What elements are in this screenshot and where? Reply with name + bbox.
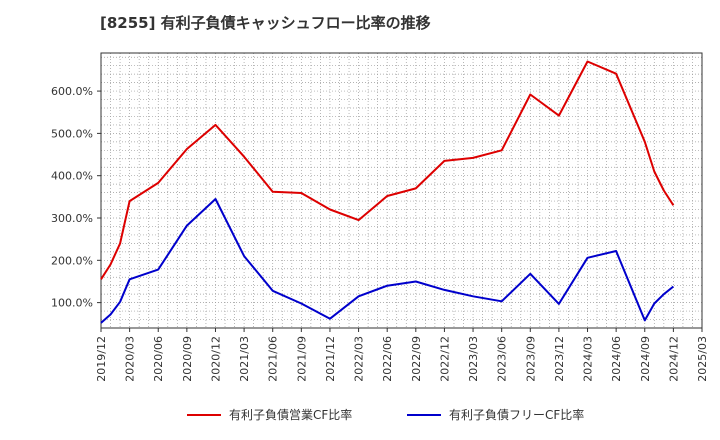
y-tick-label: 100.0%	[51, 297, 93, 310]
legend-label: 有利子負債営業CF比率	[229, 407, 352, 422]
x-tick-label: 2021/09	[295, 336, 308, 382]
plot-area	[101, 53, 702, 328]
x-tick-label: 2023/03	[467, 336, 480, 382]
y-tick-label: 400.0%	[51, 170, 93, 183]
x-tick-label: 2022/03	[353, 336, 366, 382]
y-tick-label: 200.0%	[51, 254, 93, 267]
x-tick-label: 2024/03	[582, 336, 595, 382]
x-tick-label: 2021/12	[324, 336, 337, 382]
x-tick-label: 2024/09	[639, 336, 652, 382]
series-line	[100, 60, 675, 280]
x-tick-label: 2020/06	[152, 336, 165, 382]
legend-label: 有利子負債フリーCF比率	[449, 407, 584, 422]
y-tick-label: 600.0%	[51, 85, 93, 98]
x-tick-label: 2025/03	[696, 336, 709, 382]
x-tick-label: 2024/12	[667, 336, 680, 382]
series-line	[100, 198, 675, 324]
x-tick-label: 2023/06	[496, 336, 509, 382]
x-tick-label: 2019/12	[95, 336, 108, 382]
x-tick-label: 2022/06	[381, 336, 394, 382]
x-tick-label: 2021/06	[267, 336, 280, 382]
x-tick-label: 2020/09	[181, 336, 194, 382]
chart-title: [8255] 有利子負債キャッシュフロー比率の推移	[100, 14, 431, 32]
x-tick-label: 2024/06	[610, 336, 623, 382]
x-tick-label: 2020/03	[124, 336, 137, 382]
y-tick-label: 500.0%	[51, 127, 93, 140]
y-tick-label: 300.0%	[51, 212, 93, 225]
x-tick-label: 2022/12	[438, 336, 451, 382]
x-tick-label: 2022/09	[410, 336, 423, 382]
plot-frame	[100, 52, 703, 329]
x-tick-label: 2020/12	[209, 336, 222, 382]
x-tick-label: 2023/12	[553, 336, 566, 382]
x-tick-label: 2023/09	[524, 336, 537, 382]
x-tick-label: 2021/03	[238, 336, 251, 382]
